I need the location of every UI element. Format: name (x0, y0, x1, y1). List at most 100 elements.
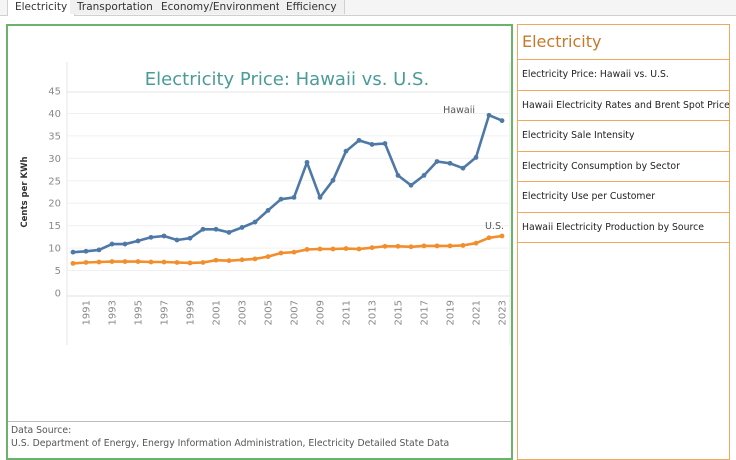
data-point-hawaii[interactable] (70, 249, 76, 255)
data-point-u-s[interactable] (70, 260, 76, 266)
data-point-u-s[interactable] (421, 243, 427, 249)
y-tick-label: 45 (48, 87, 61, 98)
data-point-u-s[interactable] (343, 246, 349, 251)
data-point-u-s[interactable] (135, 259, 141, 264)
data-point-u-s[interactable] (447, 243, 453, 249)
data-point-hawaii[interactable] (161, 233, 167, 239)
x-tick-label: 2017 (420, 300, 431, 325)
data-point-hawaii[interactable] (304, 159, 310, 165)
data-point-hawaii[interactable] (148, 234, 154, 240)
data-point-hawaii[interactable] (239, 225, 245, 230)
data-point-hawaii[interactable] (460, 165, 466, 171)
sidebar-item-electricity-price[interactable]: Electricity Price: Hawaii vs. U.S. (518, 60, 729, 91)
data-point-u-s[interactable] (109, 259, 115, 264)
y-tick-label: 20 (48, 199, 61, 210)
data-point-u-s[interactable] (408, 244, 414, 250)
data-point-u-s[interactable] (330, 246, 336, 252)
data-point-u-s[interactable] (213, 257, 219, 263)
series-line-hawaii (72, 113, 503, 254)
tab-bar: Electricity Transportation Economy/Envir… (0, 0, 736, 16)
data-point-hawaii[interactable] (382, 141, 388, 146)
data-point-u-s[interactable] (187, 260, 193, 266)
data-point-hawaii[interactable] (499, 118, 505, 124)
data-point-u-s[interactable] (278, 250, 284, 256)
data-source-text: U.S. Department of Energy, Energy Inform… (11, 438, 450, 449)
data-point-hawaii[interactable] (343, 148, 349, 154)
x-tick-label: 2023 (498, 300, 509, 325)
data-point-u-s[interactable] (226, 258, 232, 264)
sidebar-item-rates-brent[interactable]: Hawaii Electricity Rates and Brent Spot … (518, 91, 729, 121)
data-point-u-s[interactable] (83, 260, 89, 265)
data-point-u-s[interactable] (369, 245, 375, 251)
data-point-u-s[interactable] (161, 259, 167, 265)
data-point-hawaii[interactable] (265, 208, 271, 213)
data-point-u-s[interactable] (148, 259, 154, 265)
tab-economy-environment[interactable]: Economy/Environment (154, 0, 288, 14)
data-point-hawaii[interactable] (135, 238, 141, 244)
data-point-hawaii[interactable] (434, 159, 440, 164)
tab-electricity[interactable]: Electricity (7, 0, 76, 16)
data-point-hawaii[interactable] (421, 172, 427, 178)
data-point-hawaii[interactable] (369, 142, 375, 147)
x-tick-label: 2003 (238, 300, 249, 325)
sidebar: Electricity Electricity Price: Hawaii vs… (517, 24, 730, 460)
series-label-hawaii: Hawaii (443, 105, 475, 116)
data-point-u-s[interactable] (122, 259, 128, 264)
data-point-u-s[interactable] (265, 254, 271, 260)
data-point-u-s[interactable] (200, 260, 206, 265)
series-line-u-s (72, 234, 503, 265)
data-point-u-s[interactable] (356, 246, 362, 252)
data-point-hawaii[interactable] (226, 230, 232, 235)
data-point-hawaii[interactable] (83, 248, 89, 254)
data-point-hawaii[interactable] (187, 235, 193, 241)
data-point-u-s[interactable] (460, 243, 466, 248)
data-point-u-s[interactable] (473, 240, 479, 246)
x-tick-label: 1997 (160, 300, 171, 325)
sidebar-item-consumption-sector[interactable]: Electricity Consumption by Sector (518, 152, 729, 182)
data-point-hawaii[interactable] (447, 160, 453, 166)
x-tick-label: 1999 (186, 300, 197, 325)
chart-panel (6, 24, 513, 460)
data-point-hawaii[interactable] (408, 182, 414, 188)
data-point-hawaii[interactable] (395, 172, 401, 178)
data-point-hawaii[interactable] (213, 226, 219, 232)
x-tick-label: 1995 (134, 300, 145, 325)
data-point-u-s[interactable] (395, 243, 401, 249)
data-point-u-s[interactable] (239, 257, 245, 263)
data-point-hawaii[interactable] (330, 177, 336, 183)
data-point-u-s[interactable] (317, 246, 323, 252)
data-point-hawaii[interactable] (356, 137, 362, 143)
data-point-u-s[interactable] (252, 256, 258, 262)
x-tick-label: 2011 (342, 300, 353, 325)
x-tick-label: 2009 (316, 300, 327, 325)
data-source: Data Source: U.S. Department of Energy, … (11, 424, 449, 450)
data-point-u-s[interactable] (434, 243, 440, 249)
data-point-hawaii[interactable] (278, 196, 284, 202)
sidebar-item-production-source[interactable]: Hawaii Electricity Production by Source (518, 213, 729, 243)
data-point-u-s[interactable] (486, 235, 492, 241)
data-point-u-s[interactable] (382, 243, 388, 249)
tab-efficiency[interactable]: Efficiency (279, 0, 345, 14)
data-point-hawaii[interactable] (291, 194, 297, 200)
y-axis-label: Cents per KWh (20, 156, 30, 227)
data-point-u-s[interactable] (499, 233, 505, 239)
data-point-u-s[interactable] (174, 260, 180, 265)
data-point-u-s[interactable] (304, 247, 310, 252)
data-point-hawaii[interactable] (486, 112, 492, 118)
data-point-u-s[interactable] (96, 259, 102, 265)
data-point-hawaii[interactable] (317, 194, 323, 200)
sidebar-item-sale-intensity[interactable]: Electricity Sale Intensity (518, 121, 729, 152)
data-point-hawaii[interactable] (109, 241, 115, 247)
data-point-hawaii[interactable] (122, 241, 128, 247)
data-point-hawaii[interactable] (200, 226, 206, 232)
data-point-hawaii[interactable] (473, 155, 479, 160)
sidebar-item-use-per-customer[interactable]: Electricity Use per Customer (518, 182, 729, 213)
tab-transportation[interactable]: Transportation (70, 0, 161, 14)
y-tick-label: 10 (48, 244, 61, 255)
data-point-u-s[interactable] (291, 249, 297, 255)
data-point-hawaii[interactable] (96, 247, 102, 253)
x-tick-label: 2005 (264, 300, 275, 325)
data-point-hawaii[interactable] (174, 237, 180, 243)
data-point-hawaii[interactable] (252, 219, 258, 225)
